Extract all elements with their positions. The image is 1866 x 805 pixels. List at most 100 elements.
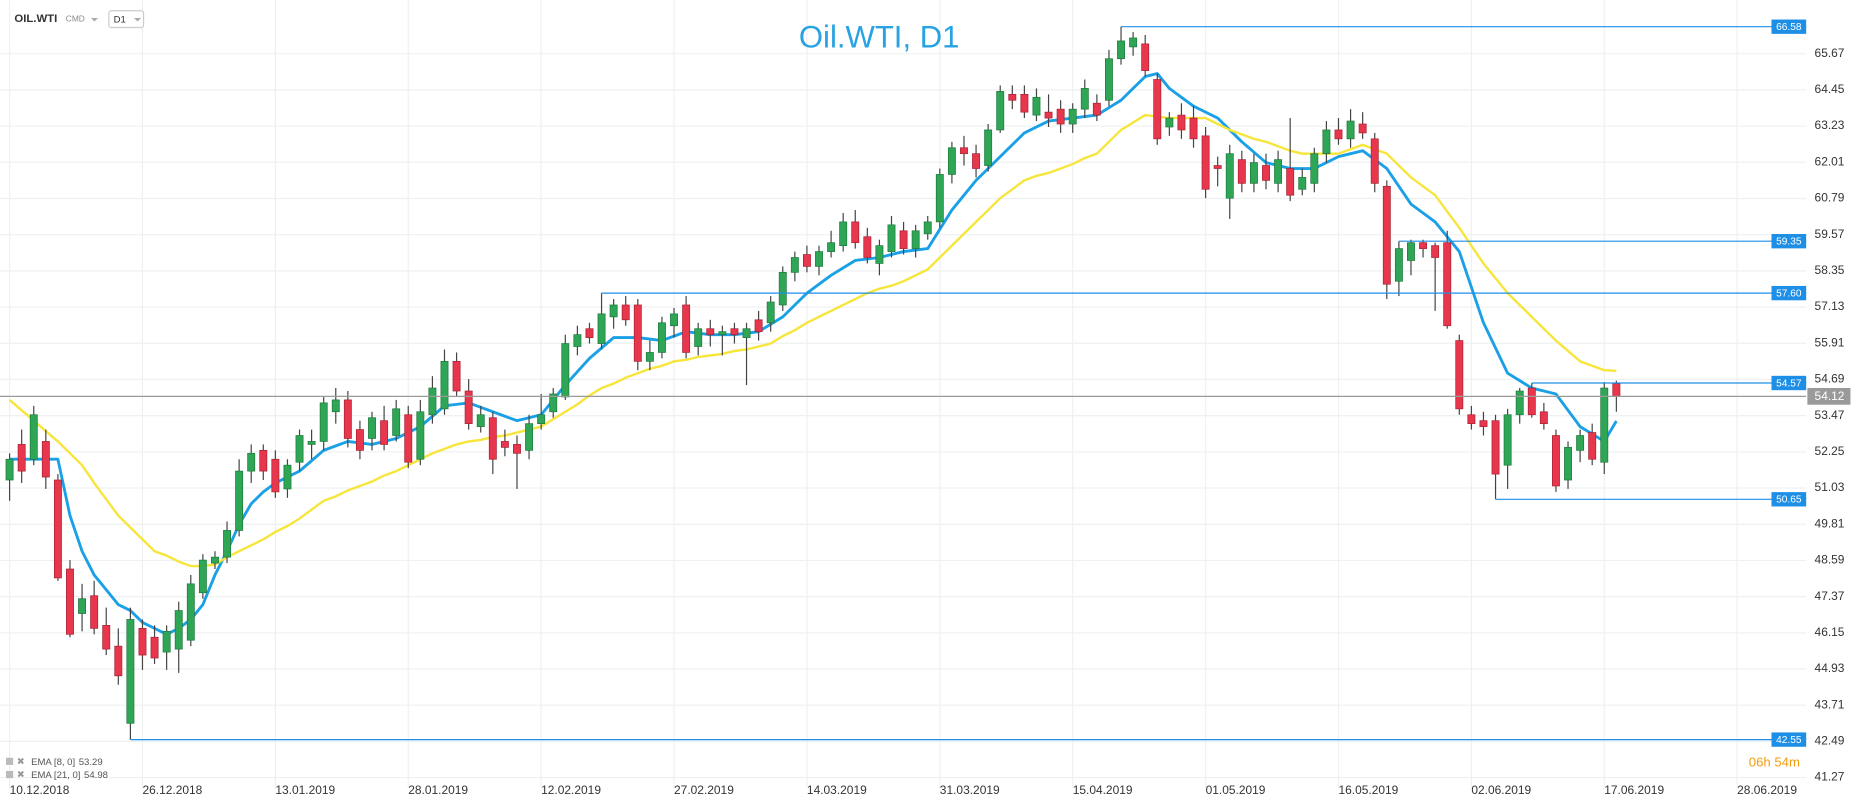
- candle-body: [802, 254, 811, 267]
- candle-body: [416, 411, 425, 460]
- candle-body: [706, 328, 715, 336]
- candle-body: [1032, 96, 1041, 116]
- market[interactable]: CMD: [66, 13, 85, 23]
- candle-body: [404, 414, 413, 463]
- candle-body: [186, 583, 195, 641]
- y-tick-label: 44.93: [1815, 661, 1845, 675]
- candle-body: [1274, 159, 1283, 184]
- candle-body: [1358, 123, 1367, 134]
- candle-body: [1020, 93, 1029, 113]
- y-tick-label: 59.57: [1815, 227, 1845, 241]
- timeframe-arrow: [133, 17, 142, 22]
- candle-body: [996, 91, 1005, 131]
- chart-title: Oil.WTI, D1: [799, 20, 960, 55]
- candle-body: [1467, 414, 1476, 425]
- candle-body: [295, 435, 304, 463]
- candle-body: [1612, 383, 1621, 397]
- candle-body: [718, 331, 727, 336]
- candle-body: [1068, 108, 1077, 125]
- candle-body: [609, 304, 618, 318]
- candle-body: [1165, 117, 1174, 128]
- candle-body: [114, 645, 123, 677]
- candle-body: [887, 224, 896, 252]
- candle-body: [561, 343, 570, 398]
- candle-body: [1249, 162, 1258, 184]
- legend-entry: EMA [8, 0] 53.29: [31, 756, 103, 767]
- candle-body: [1286, 168, 1295, 196]
- candle-body: [102, 625, 111, 650]
- candle-body: [1370, 138, 1379, 184]
- candle-body: [17, 444, 26, 472]
- timeframe-box[interactable]: [108, 10, 145, 29]
- candle-body: [198, 559, 207, 594]
- candle-body: [766, 301, 775, 324]
- y-tick-label: 49.81: [1815, 516, 1845, 530]
- candle-body: [984, 129, 993, 166]
- y-tick-label: 47.37: [1815, 589, 1845, 603]
- candle-body: [839, 221, 848, 247]
- candle-body: [549, 393, 558, 413]
- candle-body: [960, 147, 968, 155]
- candle-body: [476, 414, 485, 427]
- y-tick-label: 52.25: [1815, 444, 1845, 458]
- level-label-box: [1771, 234, 1807, 249]
- symbol[interactable]: OIL.WTI: [14, 13, 57, 25]
- y-tick-label: 46.15: [1815, 625, 1845, 639]
- candle-body: [1298, 177, 1307, 190]
- candle-body: [972, 153, 981, 169]
- candle-body: [935, 174, 944, 223]
- candle-body: [428, 387, 437, 416]
- candle-body: [1153, 79, 1162, 140]
- candle-body: [513, 444, 521, 454]
- legend-name: EMA [8, 0]: [31, 756, 75, 767]
- timeframe[interactable]: D1: [114, 14, 126, 25]
- level-label: 57.60: [1776, 288, 1802, 299]
- candle-body: [1515, 390, 1524, 416]
- candle-body: [875, 245, 884, 264]
- x-tick-label: 27.02.2019: [674, 783, 734, 797]
- x-tick-label: 26.12.2018: [142, 783, 202, 797]
- candle-body: [500, 441, 509, 448]
- current-price-box: [1807, 387, 1851, 405]
- candle-body: [1346, 120, 1355, 140]
- y-tick-label: 48.59: [1815, 553, 1845, 567]
- candle-body: [911, 230, 920, 249]
- candle-body: [247, 452, 256, 472]
- market-arrow[interactable]: [90, 17, 99, 22]
- x-tick-label: 15.04.2019: [1073, 783, 1133, 797]
- candle-body: [645, 352, 654, 362]
- legend-icon: [5, 770, 14, 779]
- candle-body: [1407, 242, 1415, 261]
- candle-body: [29, 414, 38, 460]
- candle-body: [658, 322, 666, 353]
- level-label: 50.65: [1776, 495, 1802, 506]
- legend-close: ✖: [17, 756, 25, 767]
- candle-body: [1129, 37, 1138, 48]
- candle-body: [1322, 129, 1331, 155]
- y-tick-label: 64.45: [1815, 82, 1845, 96]
- candle-body: [1105, 58, 1113, 101]
- candle-body: [585, 328, 594, 338]
- candle-body: [1539, 411, 1548, 425]
- candle-body: [923, 221, 932, 235]
- y-tick-label: 54.69: [1815, 372, 1845, 386]
- level-label-box: [1771, 492, 1807, 507]
- candle-body: [633, 304, 642, 362]
- candle-body: [827, 242, 836, 252]
- candle-body: [440, 360, 449, 410]
- x-tick-label: 13.01.2019: [275, 783, 335, 797]
- y-tick-label: 43.71: [1815, 697, 1845, 711]
- ema-line: [8, 113, 1617, 568]
- candle-body: [5, 458, 14, 481]
- x-tick-label: 10.12.2018: [10, 783, 70, 797]
- candle-body: [694, 328, 703, 347]
- candle-body: [211, 556, 219, 564]
- candle-body: [1443, 242, 1452, 327]
- candle-body: [573, 334, 582, 347]
- candle-body: [1600, 387, 1609, 463]
- x-tick-label: 12.02.2019: [541, 783, 601, 797]
- level-label-box: [1771, 285, 1807, 301]
- candle-body: [537, 414, 546, 425]
- candle-body: [452, 360, 461, 392]
